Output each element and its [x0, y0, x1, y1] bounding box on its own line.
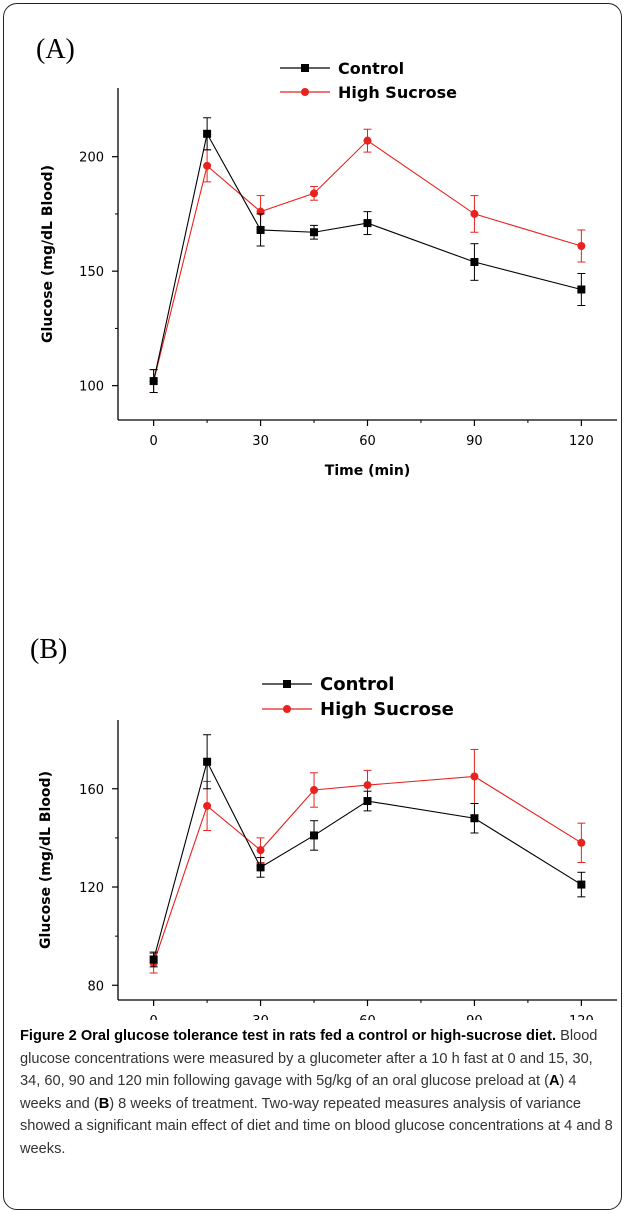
caption-body-3: ) 8 weeks of treatment. Two-way repeated… [20, 1095, 613, 1157]
data-point [363, 797, 372, 806]
data-point [203, 757, 212, 766]
legend-label: High Sucrose [320, 699, 454, 720]
data-point [256, 225, 265, 234]
figure-caption: Figure 2 Oral glucose tolerance test in … [20, 1025, 615, 1160]
series-line [153, 132, 582, 382]
y-axis-title: Glucose (mg/dL Blood) [38, 771, 54, 949]
panel-label: (B) [30, 634, 67, 665]
legend-marker [301, 64, 309, 72]
caption-body-1: Blood glucose concentrations were measur… [20, 1028, 598, 1089]
panel-label: (A) [36, 34, 75, 65]
x-tick-label: 0 [150, 434, 158, 449]
caption-ref-b: B [98, 1095, 110, 1112]
legend-label: Control [320, 674, 394, 695]
caption-ref-a: A [548, 1073, 560, 1089]
caption-title: Figure 2 Oral glucose tolerance test in … [20, 1028, 557, 1044]
data-point [577, 880, 586, 889]
data-point [256, 846, 265, 855]
figure-frame [3, 3, 622, 1210]
data-point [149, 955, 158, 964]
caption-body-2: ) 4 weeks and ( [20, 1073, 577, 1112]
data-point [363, 781, 372, 790]
data-point [203, 161, 212, 170]
y-tick-label: 100 [79, 380, 104, 395]
data-point [149, 377, 158, 386]
x-axis-title: Time (min) [325, 463, 410, 479]
x-tick-label: 30 [252, 434, 269, 449]
x-tick-label: 60 [359, 1014, 376, 1020]
legend-marker [283, 705, 291, 713]
data-point [470, 209, 479, 218]
x-tick-label: 120 [569, 1014, 594, 1020]
data-point [310, 228, 319, 237]
x-tick-label: 120 [569, 434, 594, 449]
series-line [153, 139, 582, 382]
x-tick-label: 90 [466, 1014, 483, 1020]
data-point [310, 786, 319, 794]
y-tick-label: 80 [87, 979, 104, 994]
y-tick-label: 160 [79, 783, 104, 798]
x-tick-label: 0 [150, 1014, 158, 1020]
data-point [470, 814, 479, 823]
data-point [310, 189, 319, 198]
data-point [470, 258, 479, 267]
x-tick-label: 90 [466, 434, 483, 449]
data-point [256, 863, 265, 872]
y-axis-title: Glucose (mg/dL Blood) [40, 165, 56, 343]
data-point [470, 772, 479, 781]
chart-panel-b: (B)030609012080120160Time (min)Glucose (… [30, 634, 617, 1020]
legend-label: Control [338, 59, 404, 78]
data-point [577, 285, 586, 294]
data-point [363, 136, 372, 145]
data-point [203, 129, 212, 138]
legend-marker [301, 88, 309, 96]
data-point [577, 838, 586, 847]
data-point [203, 801, 212, 810]
y-tick-label: 200 [79, 151, 104, 166]
y-tick-label: 150 [79, 265, 104, 280]
data-point [577, 241, 586, 250]
legend-label: High Sucrose [338, 83, 457, 102]
data-point [363, 219, 372, 228]
x-tick-label: 60 [359, 434, 376, 449]
data-point [310, 831, 319, 840]
y-tick-label: 120 [79, 881, 104, 896]
chart-panel-a: (A) 0 30 60 90 120 100 150 200 Time (min) Glucose … [36, 34, 617, 479]
legend-marker [283, 680, 291, 688]
x-tick-label: 30 [252, 1014, 269, 1020]
